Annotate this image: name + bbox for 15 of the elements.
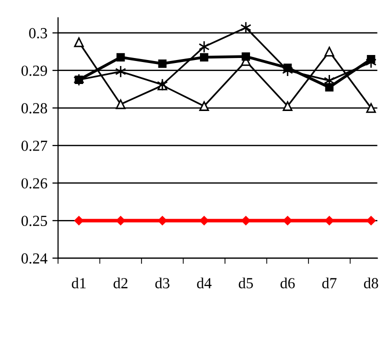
x-tick-label: d5 [238,278,253,288]
y-tick-label: 0.28 [21,103,48,114]
x-tick-label: d1 [72,278,86,288]
x-tick-label: d6 [280,278,295,288]
x-tick-label: d2 [114,278,128,288]
y-tick-label: 0.3 [29,28,48,38]
x-tick-label: d3 [155,278,170,288]
x-tick-label: d7 [322,278,337,288]
y-tick-label: 0.26 [21,178,48,189]
y-tick-label: 0.25 [21,216,48,226]
x-tick-label: d4 [197,278,212,288]
y-tick-label: 0.27 [21,140,48,152]
y-tick-label: 0.24 [21,253,48,264]
x-tick-label: d8 [364,278,378,288]
y-tick-label: 0.29 [21,66,48,76]
